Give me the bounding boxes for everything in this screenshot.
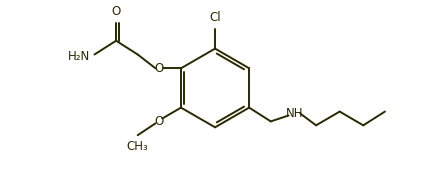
Text: Cl: Cl [209, 11, 221, 24]
Text: O: O [112, 5, 121, 18]
Text: O: O [155, 62, 164, 75]
Text: CH₃: CH₃ [127, 140, 149, 153]
Text: O: O [155, 115, 164, 128]
Text: NH: NH [286, 107, 303, 120]
Text: H₂N: H₂N [68, 50, 90, 63]
